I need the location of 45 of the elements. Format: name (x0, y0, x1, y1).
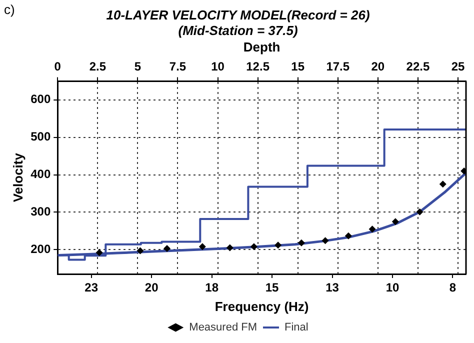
x2-tick-label: 12.5 (246, 59, 270, 74)
y-axis-title: Velocity (10, 152, 26, 202)
y-tick-label: 400 (30, 167, 51, 182)
point (226, 244, 234, 252)
x2-tick-label: 0 (54, 59, 62, 74)
x2-axis-title: Depth (243, 40, 280, 55)
x2-tick-label: 5 (134, 59, 142, 74)
y-tick-label: 200 (30, 242, 51, 256)
x-tick-label: 15 (265, 280, 280, 295)
x2-tick-label: 10 (211, 59, 225, 74)
y-tick-label: 600 (30, 92, 51, 106)
x2-tick-label: 20 (371, 59, 385, 74)
text: c) (4, 2, 15, 18)
point (298, 239, 305, 246)
x-tick-label: 18 (205, 280, 219, 295)
y-tick-label: 300 (30, 204, 51, 219)
x-tick-label: 23 (84, 280, 98, 295)
point (392, 218, 399, 226)
point (164, 245, 171, 252)
x-axis-title: Frequency (Hz) (214, 298, 309, 314)
point (198, 243, 206, 250)
x2-tick-label: 7.5 (169, 59, 186, 74)
x2-tick-label: 25 (451, 59, 465, 74)
x2-tick-label: 17.5 (326, 59, 350, 74)
legend-label: Measured FM (189, 322, 258, 334)
y-tick-label: 500 (30, 130, 51, 144)
x-tick-label: 10 (386, 280, 400, 295)
point (136, 247, 144, 254)
point (322, 237, 329, 244)
x-tick-label: 13 (326, 280, 340, 295)
x-tick-label: 20 (144, 280, 159, 295)
point (96, 249, 103, 256)
x2-tick-label: 2.5 (89, 59, 106, 74)
chart-subtitle: (Mid-Station = 37.5) (178, 22, 298, 38)
point (416, 208, 424, 216)
legend-label: Final (284, 322, 308, 334)
x-tick-label: 8 (449, 280, 456, 295)
x2-tick-label: 22.5 (406, 59, 430, 74)
chart-title: 10-LAYER VELOCITY MODEL(Record = 26) (106, 7, 370, 22)
point (368, 226, 376, 233)
point (439, 180, 446, 188)
x2-tick-label: 15 (291, 59, 305, 74)
point (274, 242, 282, 249)
point (344, 232, 352, 240)
point (250, 243, 258, 250)
